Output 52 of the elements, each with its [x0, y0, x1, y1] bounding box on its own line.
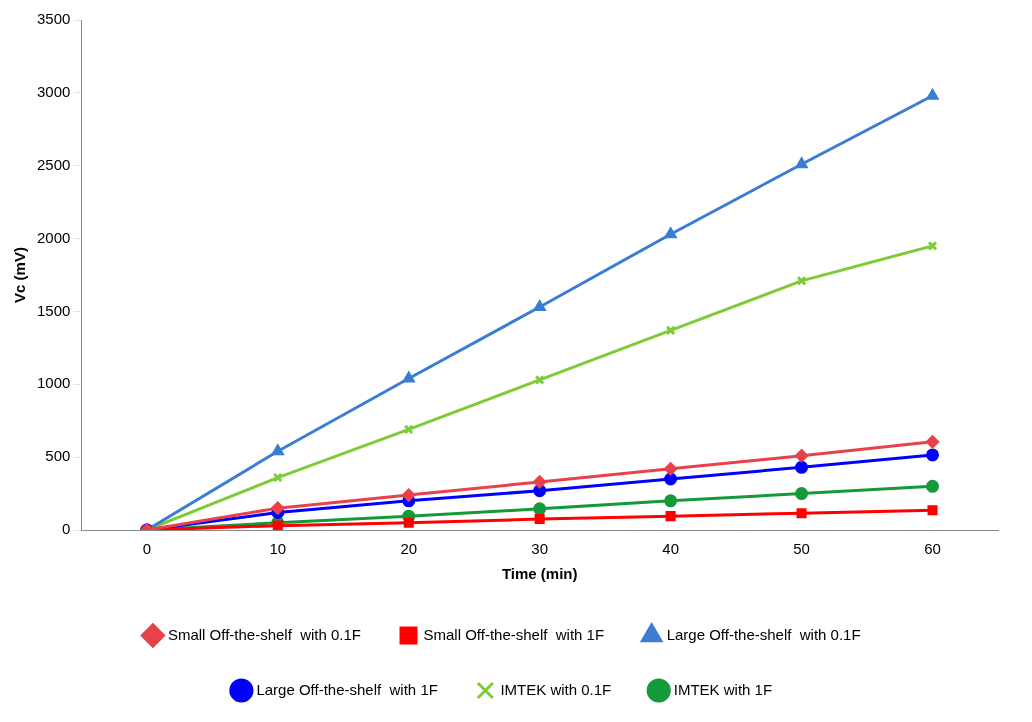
point [927, 505, 938, 516]
point [664, 494, 678, 508]
y-tick-label: 3500 [36, 10, 71, 28]
point [402, 371, 415, 383]
point [795, 449, 809, 463]
x-tick-label: 30 [531, 540, 549, 558]
y-tick-label: 500 [45, 447, 71, 465]
x-axis-title: Time (min) [501, 565, 578, 583]
x-tick-label: 0 [142, 540, 152, 558]
point [533, 300, 546, 312]
point [665, 325, 676, 336]
point [402, 488, 416, 502]
point [534, 514, 545, 525]
point [665, 511, 676, 522]
y-tick-label: 2500 [36, 155, 71, 173]
point [272, 472, 283, 483]
x-tick-label: 60 [924, 540, 941, 558]
legend-label: Large Off-the-shelf with 0.1F [666, 625, 861, 643]
point [796, 508, 807, 519]
x-tick-label: 40 [662, 540, 679, 558]
y-tick-label: 3000 [36, 83, 71, 100]
y-tick-label: 1500 [36, 301, 71, 319]
point [926, 479, 940, 493]
y-tick-label: 0 [62, 520, 71, 538]
point [795, 157, 808, 169]
point [403, 517, 414, 528]
point [664, 227, 677, 239]
legend-label: Small Off-the-shelf with 1F [423, 625, 605, 643]
point [664, 462, 678, 476]
y-tick-label: 1000 [36, 374, 71, 392]
legend-label: Small Off-the-shelf with 0.1F [167, 625, 362, 643]
point [403, 424, 414, 435]
legend-label: IMTEK with 1F [673, 680, 773, 698]
x-tick-label: 20 [400, 540, 418, 558]
point [534, 374, 545, 385]
point [271, 501, 285, 515]
point [795, 460, 809, 474]
y-tick-label: 2000 [36, 228, 71, 246]
point [533, 475, 547, 489]
point [926, 435, 940, 449]
y-axis-title: Vc (mV) [11, 247, 29, 303]
x-tick-label: 50 [793, 540, 810, 558]
point [926, 448, 940, 462]
point [664, 472, 678, 486]
legend-label: IMTEK with 0.1F [500, 680, 612, 698]
point [796, 275, 807, 286]
point [533, 502, 547, 516]
legend-label: Large Off-the-shelf with 1F [256, 680, 438, 698]
point [795, 487, 809, 501]
x-tick-label: 10 [269, 540, 287, 558]
point [271, 444, 284, 456]
point [272, 520, 283, 530]
